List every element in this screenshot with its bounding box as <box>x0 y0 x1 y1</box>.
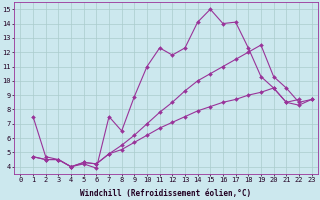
X-axis label: Windchill (Refroidissement éolien,°C): Windchill (Refroidissement éolien,°C) <box>80 189 252 198</box>
